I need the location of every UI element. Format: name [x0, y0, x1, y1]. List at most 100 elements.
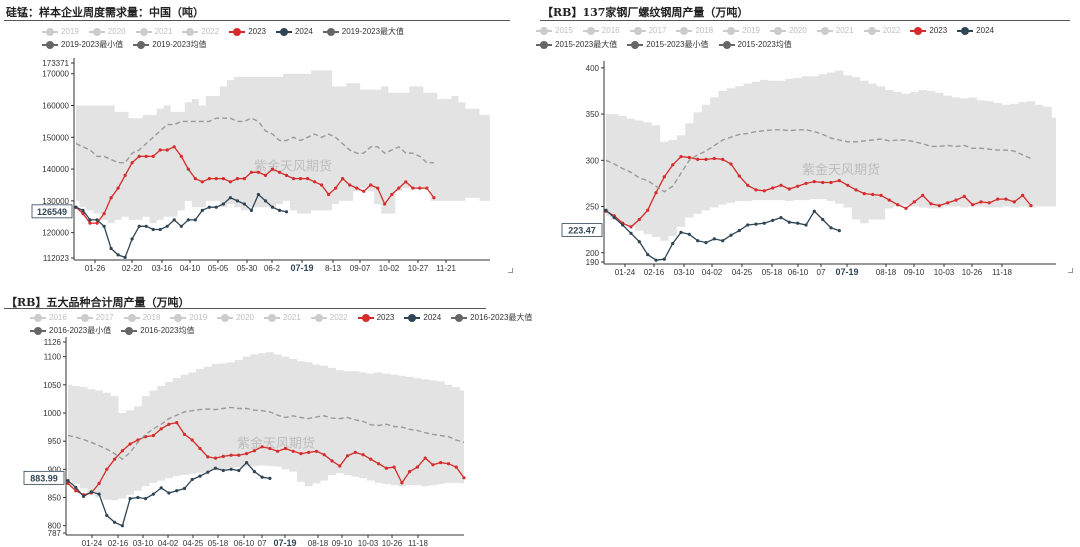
resize-handle[interactable]: [1068, 268, 1073, 273]
legend-label: 2019: [61, 27, 79, 36]
y-tick-label: 1100: [44, 353, 62, 362]
x-tick-label: 02-16: [644, 268, 665, 275]
title-divider: [540, 20, 1070, 21]
legend-item[interactable]: 2019: [170, 312, 207, 323]
series-point: [284, 210, 289, 214]
legend-item[interactable]: 2016-2023均值: [121, 325, 195, 336]
legend-item[interactable]: 2021: [135, 26, 172, 37]
legend-item[interactable]: 2017: [76, 312, 114, 323]
series-line-2019-2023均值: [75, 117, 434, 164]
series-point: [704, 157, 708, 161]
legend-item[interactable]: 2020: [769, 26, 807, 35]
current-value-box: [31, 204, 73, 219]
legend-label: 2022: [882, 26, 901, 35]
series-point: [376, 186, 380, 190]
legend-item[interactable]: 2016: [582, 26, 620, 35]
series-point: [229, 467, 233, 471]
series-point: [229, 453, 233, 457]
legend-item[interactable]: 2015-2023最大值: [536, 39, 617, 50]
resize-handle[interactable]: [508, 268, 513, 273]
legend-item[interactable]: 2022: [863, 26, 901, 35]
y-tick-label: 1000: [43, 409, 61, 418]
series-point: [779, 216, 783, 220]
series-point: [221, 454, 225, 458]
legend-item[interactable]: 2016-2023最小值: [30, 325, 111, 336]
series-point: [454, 465, 458, 469]
legend-item[interactable]: 2024: [275, 26, 313, 37]
series-point: [263, 199, 268, 203]
series-point: [737, 174, 741, 178]
legend-item[interactable]: 2023: [910, 26, 947, 35]
series-point: [252, 470, 256, 474]
series-point: [172, 218, 176, 222]
series-point: [334, 186, 338, 190]
legend-item[interactable]: 2024: [957, 26, 994, 35]
x-tick-label: 03-16: [152, 264, 173, 273]
legend-label: 2016-2023最大值: [470, 313, 533, 322]
legend-item[interactable]: 2020: [217, 312, 254, 323]
series-point: [245, 461, 249, 465]
legend-item[interactable]: 2015: [536, 26, 573, 35]
series-point: [330, 459, 334, 463]
legend-item[interactable]: 2018: [123, 312, 160, 323]
legend-item[interactable]: 2015-2023最小值: [627, 39, 709, 50]
series-point: [662, 257, 666, 261]
x-tick-label: 09-10: [332, 539, 353, 547]
series-point: [144, 497, 148, 501]
legend-marker-icon: [910, 26, 927, 35]
x-tick-label: 11-21: [436, 264, 456, 273]
legend-item[interactable]: 2015-2023均值: [718, 39, 792, 50]
x-tick-label: 09-10: [904, 268, 925, 275]
series-point: [871, 192, 875, 197]
legend-item[interactable]: 2016: [30, 312, 67, 323]
legend-item[interactable]: 2019: [723, 26, 760, 35]
series-point: [167, 491, 171, 495]
legend-item[interactable]: 2021: [816, 26, 854, 35]
series-point: [74, 489, 78, 493]
legend-label: 2021: [282, 313, 301, 322]
series-point: [277, 208, 282, 212]
legend-item[interactable]: 2019-2023均值: [133, 39, 207, 50]
legend-item[interactable]: 2019-2023最小值: [42, 39, 123, 50]
legend-label: 2015: [555, 26, 573, 35]
series-point: [228, 196, 232, 200]
legend-item[interactable]: 2021: [263, 312, 301, 323]
legend-item[interactable]: 2017: [629, 26, 666, 35]
legend-item[interactable]: 2016-2023最大值: [451, 312, 532, 323]
series-point: [221, 177, 225, 181]
legend-item[interactable]: 2019: [42, 26, 79, 37]
legend-item[interactable]: 2019-2023最大值: [322, 26, 404, 37]
series-point: [88, 218, 92, 222]
legend-item[interactable]: 2018: [676, 26, 713, 35]
series-point: [95, 221, 99, 225]
x-tick-label: 05-05: [208, 264, 229, 273]
series-point: [369, 183, 373, 187]
legend-item[interactable]: 2023: [357, 312, 394, 323]
legend-marker-icon: [121, 326, 138, 335]
series-point: [904, 206, 908, 210]
legend-item[interactable]: 2022: [310, 312, 348, 323]
series-point: [345, 454, 350, 458]
y-tick-label: 950: [48, 437, 62, 446]
series-point: [123, 255, 127, 259]
y-tick-label: 800: [48, 522, 62, 531]
series-point: [81, 494, 86, 498]
series-point: [937, 204, 941, 208]
legend-item[interactable]: 2020: [88, 26, 126, 37]
x-tick-label: 03-10: [133, 539, 154, 547]
legend-item[interactable]: 2024: [404, 312, 441, 323]
series-point: [186, 167, 190, 171]
series-point: [821, 217, 825, 222]
series-point: [425, 186, 429, 190]
current-value-box: [23, 470, 65, 485]
series-point: [299, 452, 303, 456]
series-point: [1029, 204, 1033, 208]
series-line-2023: [75, 145, 435, 224]
series-point: [213, 456, 218, 460]
legend-item[interactable]: 2023: [229, 26, 266, 37]
series-point: [81, 208, 85, 212]
legend-item[interactable]: 2022: [182, 26, 219, 37]
series-point: [637, 240, 641, 244]
series-point: [846, 183, 850, 187]
series-point: [245, 452, 249, 456]
